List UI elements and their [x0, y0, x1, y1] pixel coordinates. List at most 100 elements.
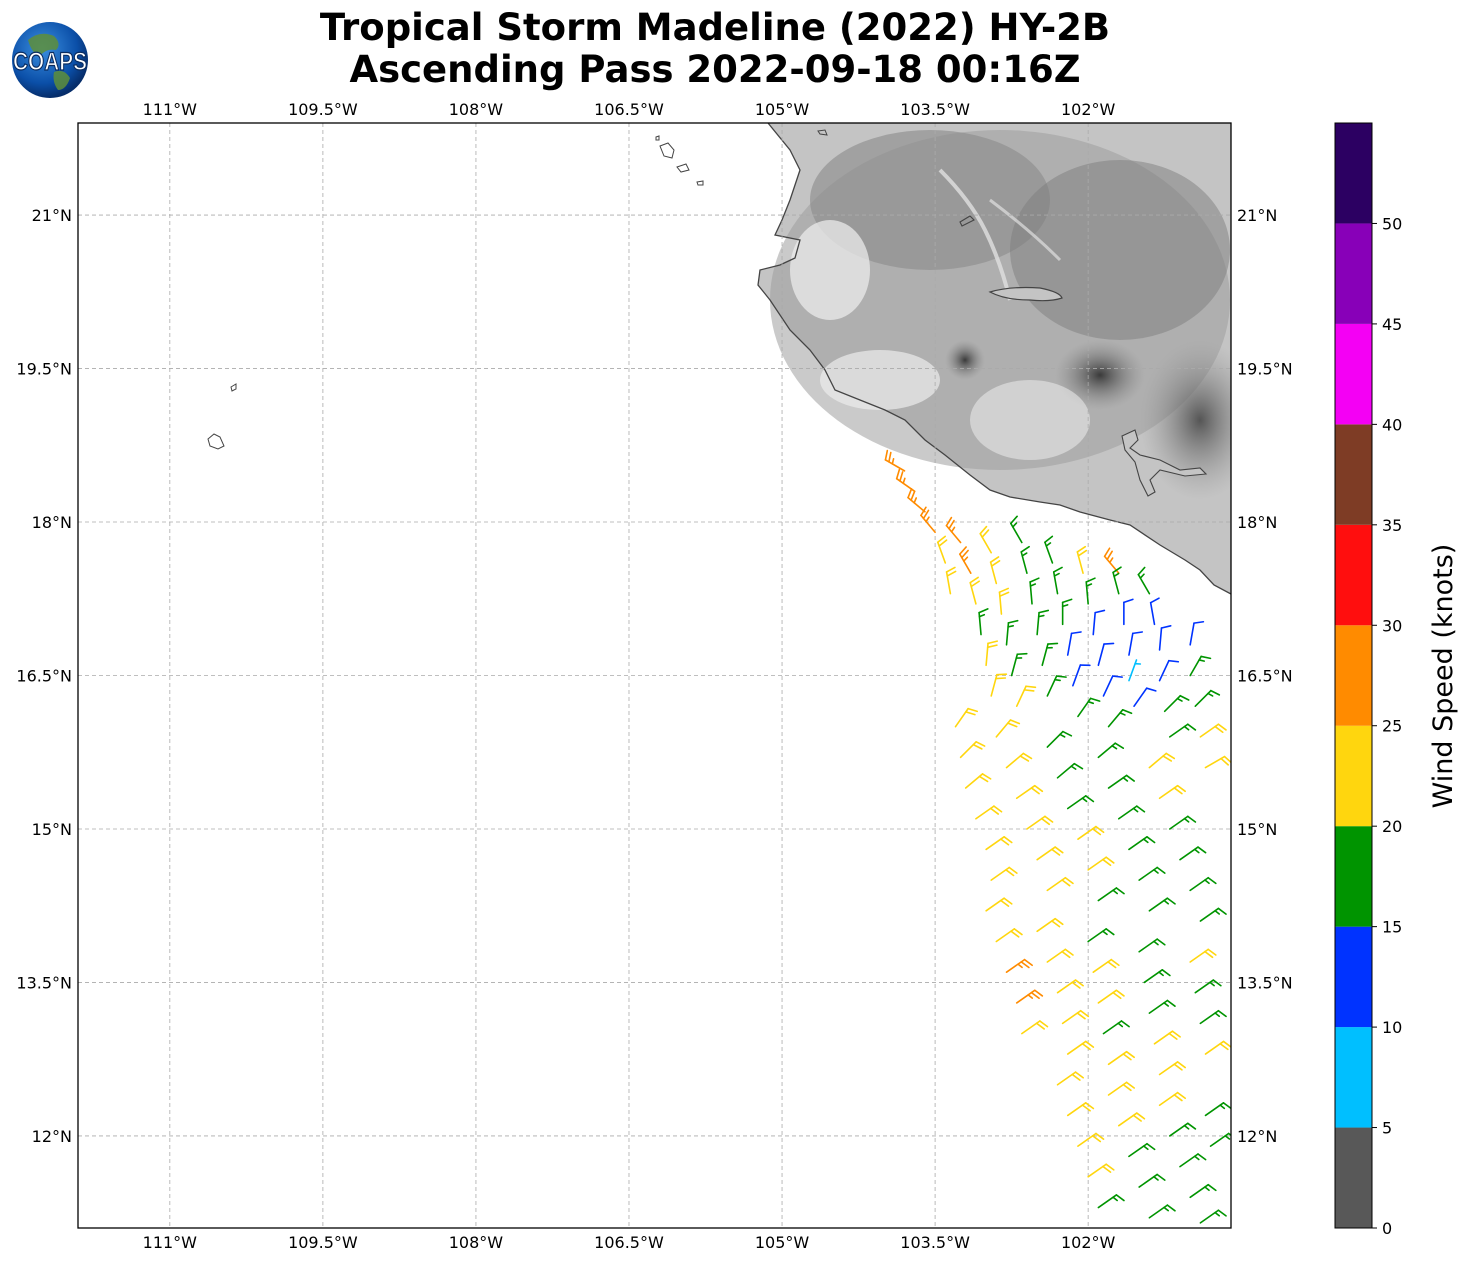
wind-barb — [1158, 784, 1187, 800]
lon-tick-label-bottom: 103.5°W — [900, 1233, 970, 1252]
wind-barb — [990, 866, 1018, 881]
lon-tick-label-top: 106.5°W — [594, 100, 664, 119]
wind-barb — [979, 525, 993, 554]
lat-tick-label-left: 21°N — [32, 206, 72, 225]
wind-barb — [1046, 876, 1074, 892]
wind-barb — [1133, 687, 1157, 707]
wind-barb — [1046, 948, 1074, 963]
colorbar-label: Wind Speed (knots) — [1428, 544, 1459, 809]
wind-barb — [1107, 774, 1135, 789]
wind-barb — [1005, 619, 1019, 646]
wind-barb — [1209, 1132, 1231, 1147]
wind-barb — [1107, 1050, 1135, 1066]
map-frame — [77, 122, 1232, 1229]
axis-tick-labels: 111°W 111°W 109.5°W 109.5°W 108°W 108°W 106.5°… — [16, 100, 1292, 1252]
colorbar-tick-label: 45 — [1382, 315, 1402, 334]
lat-tick-label-right: 18°N — [1237, 513, 1277, 532]
wind-barb — [990, 673, 1008, 697]
wind-barb — [1092, 958, 1120, 974]
wind-barb — [954, 707, 979, 728]
wind-barb — [1076, 545, 1088, 574]
wind-barb — [920, 506, 936, 534]
colorbar-tick-label: 25 — [1382, 717, 1402, 736]
wind-barb — [1036, 917, 1064, 933]
colorbar-bin — [1335, 323, 1372, 425]
wind-barb — [1189, 1183, 1217, 1199]
wind-barb — [1087, 928, 1115, 943]
wind-barb — [1148, 752, 1176, 769]
wind-barb — [1158, 625, 1172, 651]
lon-tick-label-top: 111°W — [143, 100, 198, 119]
lat-tick-label-right: 16.5°N — [1237, 667, 1293, 686]
colorbar-bin — [1335, 926, 1372, 1028]
wind-barb — [907, 488, 926, 513]
wind-barb — [1138, 866, 1166, 881]
wind-barb — [1015, 784, 1044, 800]
wind-barb — [1158, 1091, 1187, 1107]
wind-barb — [1153, 1030, 1181, 1045]
wind-barb — [1189, 876, 1217, 892]
wind-barb — [1204, 1040, 1231, 1055]
colorbar-tick-label: 5 — [1382, 1119, 1392, 1138]
wind-barb — [1128, 1142, 1156, 1158]
wind-barb — [1066, 795, 1095, 810]
colorbar-bin — [1335, 524, 1372, 626]
colorbar-bin — [1335, 424, 1372, 525]
colorbar-bin — [1335, 725, 1372, 827]
wind-barb — [1066, 631, 1082, 656]
wind-barb — [1107, 1081, 1135, 1096]
wind-barb — [1092, 609, 1106, 636]
wind-barb — [1066, 1102, 1095, 1117]
wind-barb — [1199, 1009, 1227, 1025]
wind-barbs — [884, 449, 1231, 1224]
wind-barb — [1056, 1071, 1084, 1086]
lon-tick-label-bottom: 105°W — [755, 1233, 810, 1252]
wind-barb — [1168, 815, 1197, 830]
lon-tick-label-top: 105°W — [755, 100, 810, 119]
wind-barb — [1072, 664, 1091, 687]
colorbar-bin — [1335, 1027, 1372, 1128]
lat-tick-label-right: 15°N — [1237, 820, 1277, 839]
wind-barb — [1179, 1153, 1207, 1168]
wind-barb — [1061, 1009, 1090, 1025]
wind-barb — [884, 449, 906, 472]
lon-tick-label-bottom: 102°W — [1061, 1233, 1116, 1252]
wind-barb — [1087, 1163, 1115, 1178]
colorbar-tick-label: 0 — [1382, 1219, 1392, 1238]
wind-barb — [1148, 1204, 1176, 1219]
gridlines — [78, 123, 1231, 1228]
wind-barb — [1015, 989, 1044, 1004]
wind-barb — [1097, 1194, 1125, 1209]
wind-barb — [1087, 856, 1115, 871]
lat-tick-label-right: 12°N — [1237, 1127, 1277, 1146]
wind-barb — [1204, 1102, 1231, 1117]
socorro-island — [207, 433, 225, 450]
wind-barb — [1010, 515, 1023, 544]
wind-barb — [1061, 598, 1073, 626]
colorbar-bin — [1335, 123, 1372, 224]
wind-barb — [1015, 685, 1037, 707]
wind-barb — [1189, 948, 1217, 963]
wind-barb — [1199, 1209, 1227, 1224]
wind-barb — [945, 566, 957, 595]
wind-barb — [995, 928, 1023, 943]
wind-barb — [1036, 846, 1064, 861]
terrain-land — [207, 123, 1231, 595]
wind-barb — [1117, 1112, 1146, 1127]
wind-barb — [985, 836, 1013, 851]
wind-barb — [1102, 675, 1123, 697]
wind-barb — [1168, 1122, 1197, 1137]
chart-title-line-1: Tropical Storm Madeline (2022) HY-2B — [319, 6, 1111, 49]
lon-tick-label-bottom: 111°W — [143, 1233, 198, 1252]
wind-barb — [978, 608, 989, 636]
colorbar-frame — [1334, 122, 1373, 1229]
wind-barb — [1128, 631, 1143, 656]
reservoir — [1121, 429, 1208, 497]
wind-barb — [1117, 805, 1146, 820]
wind-barb — [1005, 752, 1033, 769]
wind-barb — [964, 773, 992, 789]
lat-tick-label-left: 15°N — [32, 820, 72, 839]
lat-tick-label-right: 13.5°N — [1237, 973, 1293, 992]
wind-barb — [1194, 979, 1222, 994]
wind-barb — [1199, 723, 1227, 738]
